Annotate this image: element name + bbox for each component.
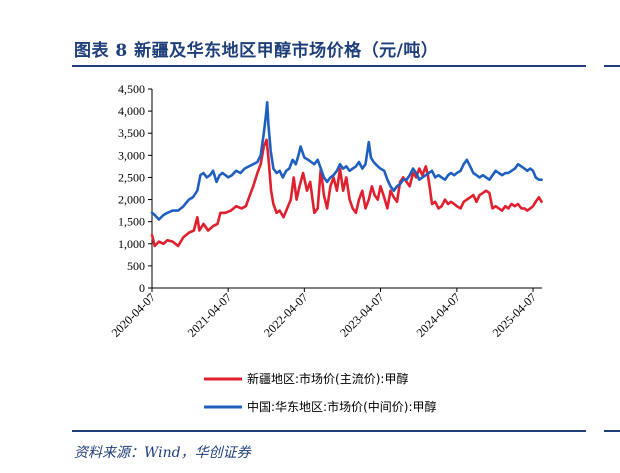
y-tick-label: 1,000 — [118, 237, 145, 251]
title-rule — [72, 65, 586, 67]
x-tick-label: 2021-04-07 — [185, 290, 234, 339]
series-line-1 — [150, 138, 543, 248]
chart-title: 图表 8 新疆及华东地区甲醇市场价格（元/吨） — [74, 41, 439, 61]
x-tick-label: 2022-04-07 — [261, 290, 310, 339]
adjacent-chart-rule-top — [604, 65, 620, 67]
y-tick-label: 3,500 — [118, 126, 145, 140]
x-tick-label: 2024-04-07 — [413, 290, 462, 339]
legend-label-1: 新疆地区:市场价(主流价):甲醇 — [247, 371, 408, 386]
x-tick-label: 2025-04-07 — [490, 290, 539, 339]
adjacent-chart-rule-bottom — [604, 430, 620, 432]
y-tick-label: 2,000 — [118, 193, 145, 207]
y-tick-label: 500 — [127, 259, 145, 273]
y-tick-label: 2,500 — [118, 170, 145, 184]
y-tick-label: 0 — [139, 281, 145, 295]
y-tick-label: 3,000 — [118, 148, 145, 162]
x-tick-label: 2020-04-07 — [109, 290, 158, 339]
chart-series — [150, 101, 543, 248]
y-tick-label: 4,000 — [118, 104, 145, 118]
series-line-2 — [150, 101, 543, 221]
legend-label-2: 中国:华东地区:市场价(中间价):甲醇 — [247, 399, 437, 414]
y-tick-label: 1,500 — [118, 215, 145, 229]
y-tick-label: 4,500 — [118, 82, 145, 96]
source-note: 资料来源：Wind，华创证券 — [74, 445, 251, 461]
x-tick-label: 2023-04-07 — [337, 290, 386, 339]
source-rule — [72, 430, 586, 432]
